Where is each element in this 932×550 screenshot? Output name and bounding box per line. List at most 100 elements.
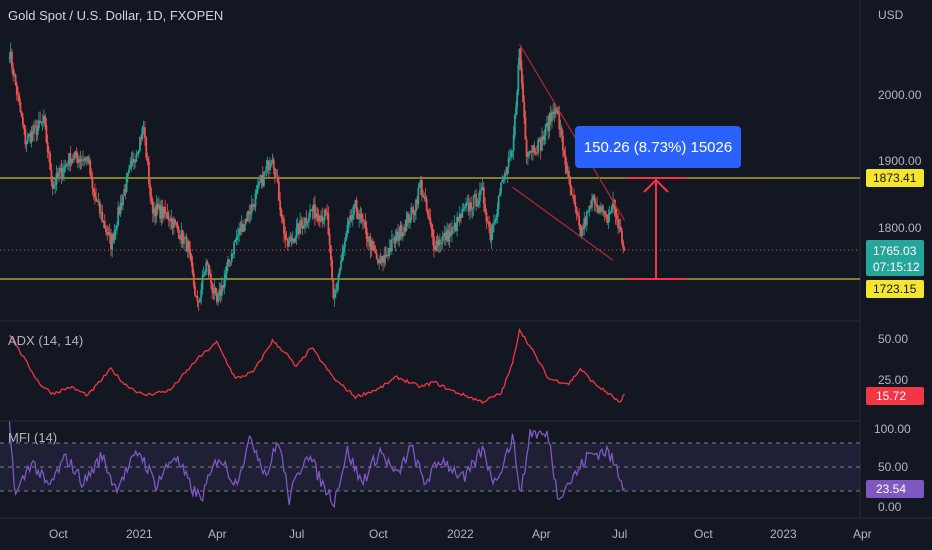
candle-body <box>38 120 40 128</box>
candle-body <box>342 246 345 253</box>
candle-body <box>23 124 26 130</box>
candle-body <box>347 221 350 225</box>
candle-body <box>293 239 295 243</box>
candle-body <box>140 137 143 140</box>
candle-body <box>83 159 86 161</box>
candle-body <box>206 261 209 265</box>
adx-tick-25: 25.00 <box>878 373 908 387</box>
candle-body <box>51 181 54 189</box>
mfi-label[interactable]: MFI (14) <box>8 430 58 445</box>
candle-body <box>139 137 141 151</box>
candle-body <box>15 84 18 95</box>
measure-label[interactable]: 150.26 (8.73%) 15026 <box>575 126 741 168</box>
candle-body <box>501 180 504 183</box>
candle-body <box>54 184 57 186</box>
candle-body <box>101 212 104 223</box>
candle-body <box>343 241 346 247</box>
candle-body <box>418 186 421 189</box>
candle-body <box>259 182 262 183</box>
candle-body <box>355 200 358 213</box>
candle-body <box>89 160 92 176</box>
candle-body <box>444 232 447 241</box>
candle-body <box>447 229 450 242</box>
candle-body <box>422 194 424 198</box>
descending-channel[interactable] <box>512 43 626 261</box>
candle-body <box>401 232 404 237</box>
candle-body <box>424 196 427 199</box>
candle-body <box>515 107 517 116</box>
time-tick-jul-2022: Jul <box>612 527 627 541</box>
mfi-value-badge: 23.54 <box>866 480 924 498</box>
candle-body <box>429 217 432 225</box>
candle-body <box>223 278 226 289</box>
candle-body <box>137 150 140 154</box>
current-price-badge: 1765.03 07:15:12 <box>866 240 924 276</box>
candle-body <box>232 253 234 255</box>
candle-body <box>369 236 372 250</box>
candle-body <box>553 111 556 115</box>
candle-body <box>585 211 588 226</box>
candle-body <box>82 159 84 161</box>
candle-body <box>593 195 596 204</box>
candle-body <box>113 230 116 241</box>
candle-body <box>607 214 610 223</box>
candle-body <box>85 156 88 158</box>
adx-label[interactable]: ADX (14, 14) <box>8 333 84 348</box>
candle-body <box>397 231 399 241</box>
candle-body <box>566 170 569 173</box>
candle-body <box>451 227 453 236</box>
candle-body <box>176 224 179 230</box>
candle-body <box>215 292 218 303</box>
price-tick-1900: 1900.00 <box>878 154 922 168</box>
candle-body <box>336 282 339 290</box>
candle-body <box>44 115 47 126</box>
candle-body <box>225 266 228 274</box>
candle-body <box>564 155 567 165</box>
candle-body <box>442 236 445 237</box>
candle-body <box>71 159 74 161</box>
candle-body <box>65 164 68 166</box>
symbol-title[interactable]: Gold Spot / U.S. Dollar, 1D, FXOPEN <box>8 8 224 23</box>
candle-body <box>596 203 598 207</box>
candle-body <box>538 139 541 141</box>
candle-body <box>304 218 306 226</box>
candle-body <box>353 204 355 215</box>
candle-body <box>302 225 305 229</box>
price-range-measure[interactable] <box>626 177 686 280</box>
candle-body <box>279 200 282 210</box>
candle-body <box>156 203 159 209</box>
candle-body <box>34 125 37 127</box>
candle-body <box>473 194 476 196</box>
candle-body <box>243 224 246 232</box>
candle-body <box>93 192 96 198</box>
candle-body <box>97 201 100 203</box>
candle-body <box>224 273 227 279</box>
candle-body <box>481 187 484 190</box>
candle-body <box>310 209 313 211</box>
candle-body <box>488 221 490 228</box>
candle-body <box>123 189 126 196</box>
candle-body <box>505 173 507 174</box>
candle-body <box>276 177 279 182</box>
candle-body <box>39 120 42 123</box>
candle-body <box>594 203 597 205</box>
adx-value-badge: 15.72 <box>866 387 924 405</box>
candle-body <box>503 173 506 180</box>
candle-body <box>92 188 95 193</box>
candle-body <box>407 214 410 223</box>
candle-body <box>603 211 606 214</box>
candle-body <box>312 204 315 212</box>
candle-body <box>333 292 336 298</box>
candle-body <box>236 234 239 237</box>
candle-body <box>472 195 475 209</box>
candle-body <box>415 199 417 212</box>
candle-body <box>110 234 112 250</box>
candle-body <box>374 251 377 254</box>
candle-body <box>199 298 201 303</box>
candle-body <box>155 203 158 217</box>
candle-body <box>430 224 433 230</box>
candle-body <box>162 206 165 218</box>
candle-body <box>108 232 111 235</box>
candle-body <box>256 185 259 190</box>
